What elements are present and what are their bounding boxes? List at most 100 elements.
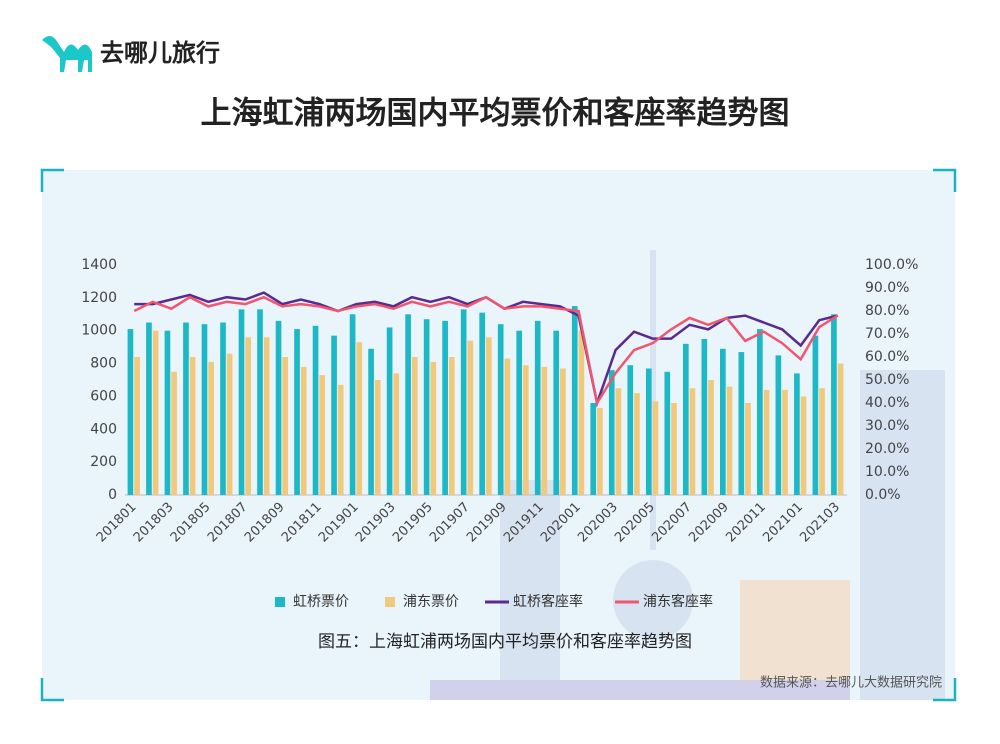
- bar: [608, 370, 615, 495]
- bar: [645, 368, 652, 495]
- bar: [615, 388, 622, 495]
- bar: [349, 314, 356, 495]
- bar: [171, 371, 177, 495]
- bar: [152, 330, 159, 495]
- bar: [486, 337, 492, 495]
- y-tick-label: 1000: [81, 323, 117, 339]
- bar: [708, 380, 714, 495]
- bar: [634, 393, 640, 495]
- y2-tick-label: 60.0%: [865, 349, 909, 365]
- y2-tick-label: 70.0%: [865, 326, 909, 342]
- bar: [689, 388, 696, 495]
- bar: [726, 386, 733, 495]
- bar: [275, 320, 282, 495]
- bar: [497, 324, 504, 495]
- y2-tick-label: 90.0%: [865, 280, 909, 296]
- bar: [368, 348, 374, 495]
- bar: [578, 330, 585, 495]
- bar: [627, 365, 634, 495]
- legend-label: 浦东票价: [403, 594, 459, 610]
- logo-icon: [42, 36, 92, 72]
- bar: [460, 309, 467, 495]
- brand: 去哪儿旅行: [100, 39, 220, 67]
- skyline: [430, 250, 945, 700]
- y2-tick-label: 40.0%: [865, 395, 909, 411]
- bar: [560, 368, 566, 495]
- bar: [411, 357, 418, 495]
- y-tick-label: 0: [108, 487, 117, 503]
- bar: [757, 329, 763, 495]
- bar: [331, 335, 337, 495]
- bar: [294, 329, 300, 495]
- y2-tick-label: 50.0%: [865, 372, 909, 388]
- bar: [534, 320, 541, 495]
- bar: [423, 319, 430, 495]
- bar: [245, 337, 251, 495]
- legend-label: 虹桥客座率: [513, 593, 583, 610]
- bar: [597, 407, 603, 495]
- bar: [405, 314, 411, 495]
- bar: [164, 330, 171, 495]
- legend-swatch: [275, 597, 285, 607]
- bar: [257, 309, 263, 495]
- legend-swatch: [385, 597, 395, 607]
- y2-tick-label: 30.0%: [865, 418, 909, 434]
- corner-brackets: [40, 168, 957, 702]
- bar: [183, 322, 189, 495]
- bar: [127, 329, 134, 495]
- bar: [189, 357, 196, 495]
- line: [133, 295, 839, 407]
- bar: [541, 366, 548, 495]
- y-tick-label: 1400: [81, 257, 117, 273]
- bar: [393, 373, 400, 495]
- y-tick-label: 1200: [81, 290, 117, 306]
- y2-tick-label: 80.0%: [865, 303, 909, 319]
- y-tick-label: 800: [90, 356, 117, 372]
- bar: [819, 388, 825, 495]
- y-tick-label: 600: [90, 388, 117, 404]
- caption: 图五：上海虹浦两场国内平均票价和客座率趋势图: [318, 632, 692, 652]
- legend-label: 虹桥票价: [293, 594, 349, 610]
- bar: [337, 384, 344, 495]
- bar: [467, 340, 474, 495]
- bar: [448, 357, 455, 495]
- bar: [738, 352, 745, 495]
- bar: [831, 314, 837, 495]
- bar: [319, 375, 326, 495]
- y2-tick-label: 10.0%: [865, 464, 909, 480]
- bar: [134, 357, 140, 495]
- bar: [682, 343, 689, 495]
- bar: [442, 320, 448, 495]
- bar: [430, 361, 437, 495]
- bar: [523, 365, 529, 495]
- bar: [263, 337, 270, 495]
- bar: [220, 322, 226, 495]
- bar: [201, 324, 208, 495]
- bar: [479, 312, 485, 495]
- bar: [374, 380, 381, 495]
- chart-title: 上海虹浦两场国内平均票价和客座率趋势图: [201, 96, 790, 132]
- bar: [553, 330, 560, 495]
- bar: [146, 322, 152, 495]
- bar: [504, 358, 511, 495]
- legend-label: 浦东客座率: [643, 593, 713, 610]
- bar: [226, 353, 233, 495]
- bar: [782, 389, 788, 495]
- bar: [837, 363, 844, 495]
- bar: [571, 306, 578, 495]
- y2-tick-label: 100.0%: [865, 257, 918, 273]
- bar: [745, 403, 751, 495]
- bar: [312, 325, 319, 495]
- bar: [282, 357, 289, 495]
- y2-tick-label: 20.0%: [865, 441, 909, 457]
- bar: [208, 361, 214, 495]
- bar: [238, 309, 245, 495]
- bar: [590, 403, 597, 495]
- bar: [300, 366, 307, 495]
- logo: 去哪儿旅行: [42, 36, 220, 72]
- bar: [386, 327, 393, 495]
- bar: [800, 396, 807, 495]
- bar: [763, 389, 770, 495]
- bar: [664, 371, 671, 495]
